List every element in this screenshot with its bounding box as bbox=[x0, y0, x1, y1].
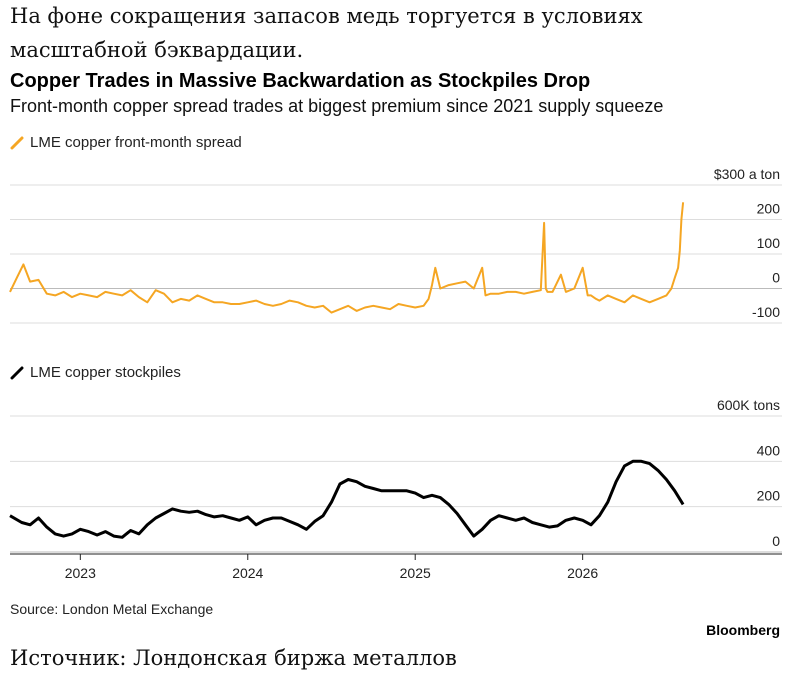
y-tick-label: 600K tons bbox=[717, 397, 780, 413]
legend-spread-swatch-icon bbox=[10, 136, 24, 149]
legend-spread-label: LME copper front-month spread bbox=[30, 134, 242, 151]
x-tick-label: 2023 bbox=[65, 565, 96, 581]
y-tick-label: 200 bbox=[757, 201, 781, 217]
y-tick-label: 200 bbox=[757, 488, 781, 504]
legend-stockpiles-swatch-icon bbox=[10, 366, 24, 379]
legend-spread: LME copper front-month spread bbox=[10, 134, 242, 151]
y-tick-label: -100 bbox=[752, 304, 780, 320]
x-tick-label: 2024 bbox=[232, 565, 263, 581]
stockpiles-line bbox=[9, 459, 685, 539]
x-tick-label: 2026 bbox=[567, 565, 598, 581]
spread-line bbox=[9, 202, 685, 314]
y-tick-label: 0 bbox=[772, 533, 780, 549]
legend-stockpiles-label: LME copper stockpiles bbox=[30, 364, 181, 381]
y-tick-label: $300 a ton bbox=[714, 166, 780, 182]
source-note: Source: London Metal Exchange bbox=[10, 601, 214, 617]
bloomberg-logo: Bloomberg bbox=[706, 622, 780, 638]
russian-caption-line-2: масштабной бэквардации. bbox=[10, 38, 304, 62]
russian-caption-line-1: На фоне сокращения запасов медь торгуетс… bbox=[10, 4, 643, 28]
chart-title: Copper Trades in Massive Backwardation a… bbox=[10, 70, 591, 92]
legend-stockpiles: LME copper stockpiles bbox=[10, 364, 181, 381]
chart-subtitle: Front-month copper spread trades at bigg… bbox=[10, 96, 664, 116]
y-tick-label: 400 bbox=[757, 442, 781, 458]
russian-source-note: Источник: Лондонская биржа металлов bbox=[10, 646, 457, 670]
x-tick-label: 2025 bbox=[400, 565, 431, 581]
y-tick-label: 0 bbox=[772, 270, 780, 286]
y-tick-label: 100 bbox=[757, 235, 781, 251]
